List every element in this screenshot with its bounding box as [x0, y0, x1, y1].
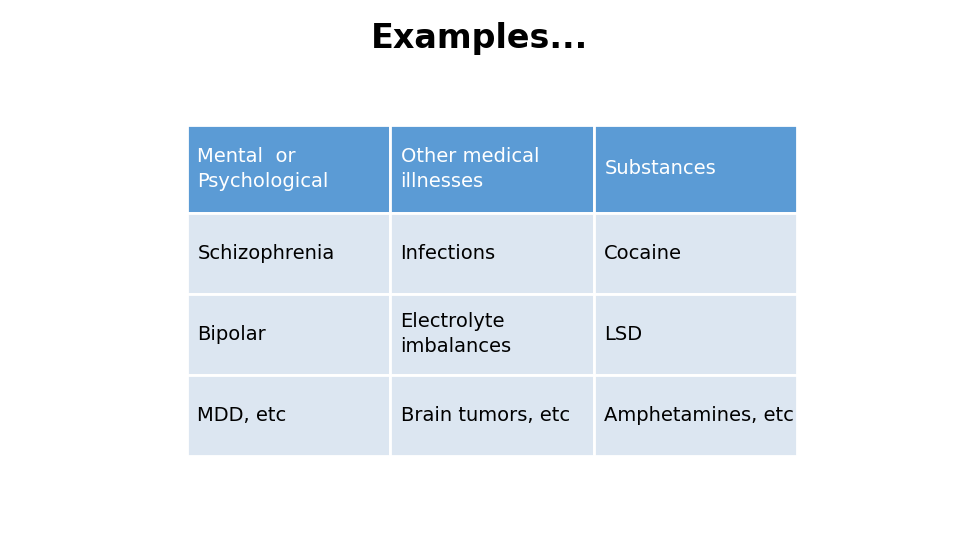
FancyBboxPatch shape	[187, 375, 390, 456]
FancyBboxPatch shape	[187, 213, 390, 294]
Text: Substances: Substances	[604, 159, 716, 178]
Text: Cocaine: Cocaine	[604, 244, 683, 262]
FancyBboxPatch shape	[187, 294, 390, 375]
Text: Brain tumors, etc: Brain tumors, etc	[400, 406, 569, 424]
Text: Amphetamines, etc: Amphetamines, etc	[604, 406, 794, 424]
FancyBboxPatch shape	[594, 125, 797, 213]
FancyBboxPatch shape	[594, 294, 797, 375]
Text: Mental  or
Psychological: Mental or Psychological	[198, 147, 328, 191]
FancyBboxPatch shape	[390, 375, 594, 456]
Text: Electrolyte
imbalances: Electrolyte imbalances	[400, 312, 512, 356]
FancyBboxPatch shape	[594, 213, 797, 294]
FancyBboxPatch shape	[390, 213, 594, 294]
FancyBboxPatch shape	[594, 375, 797, 456]
FancyBboxPatch shape	[390, 125, 594, 213]
Text: Examples...: Examples...	[372, 22, 588, 55]
Text: Other medical
illnesses: Other medical illnesses	[400, 147, 539, 191]
FancyBboxPatch shape	[390, 294, 594, 375]
Text: LSD: LSD	[604, 325, 642, 343]
Text: MDD, etc: MDD, etc	[198, 406, 287, 424]
FancyBboxPatch shape	[187, 125, 390, 213]
Text: Bipolar: Bipolar	[198, 325, 266, 343]
Text: Infections: Infections	[400, 244, 495, 262]
Text: Schizophrenia: Schizophrenia	[198, 244, 335, 262]
